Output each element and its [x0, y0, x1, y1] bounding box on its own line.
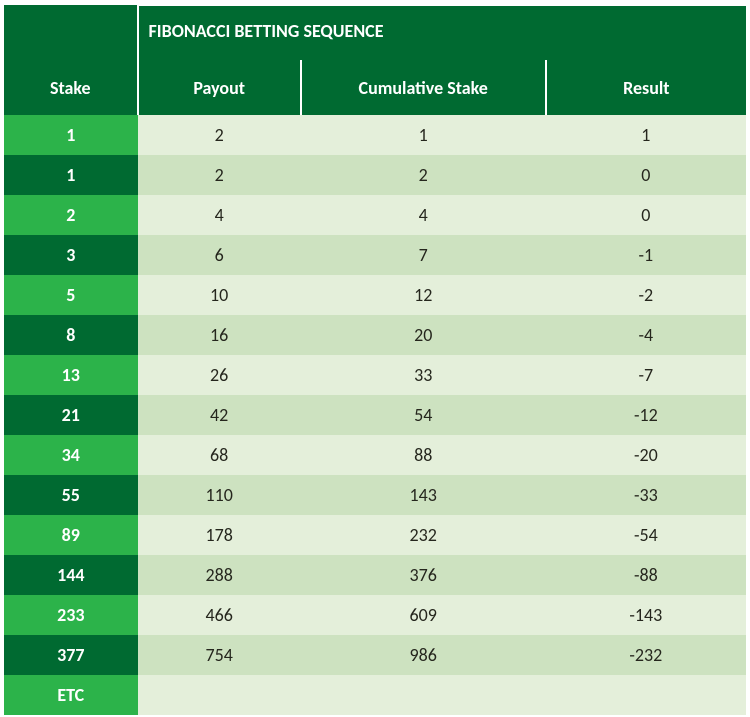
cumulative-cell: 232 — [301, 515, 546, 555]
stake-cell: 233 — [4, 595, 138, 635]
result-cell: 0 — [546, 195, 746, 235]
cumulative-cell: 12 — [301, 275, 546, 315]
table-row: 233466609-143 — [4, 595, 746, 635]
table-row: 55110143-33 — [4, 475, 746, 515]
table-container: FIBONACCI BETTING SEQUENCE Stake Payout … — [0, 0, 750, 717]
table-row: 81620-4 — [4, 315, 746, 355]
col-header-payout: Payout — [138, 60, 301, 115]
table-row: 144288376-88 — [4, 555, 746, 595]
stake-cell: 21 — [4, 395, 138, 435]
cumulative-cell: 2 — [301, 155, 546, 195]
empty-cell — [546, 675, 746, 715]
title-row: FIBONACCI BETTING SEQUENCE — [4, 5, 746, 60]
table-row: 132633-7 — [4, 355, 746, 395]
cumulative-cell: 986 — [301, 635, 546, 675]
table-row: 2440 — [4, 195, 746, 235]
result-cell: 1 — [546, 115, 746, 155]
payout-cell: 110 — [138, 475, 301, 515]
stake-cell: 377 — [4, 635, 138, 675]
result-cell: -143 — [546, 595, 746, 635]
stake-cell: 1 — [4, 155, 138, 195]
stake-cell: 13 — [4, 355, 138, 395]
cumulative-cell: 33 — [301, 355, 546, 395]
title-corner-cell — [4, 5, 138, 60]
cumulative-cell: 376 — [301, 555, 546, 595]
payout-cell: 16 — [138, 315, 301, 355]
result-cell: -232 — [546, 635, 746, 675]
table-row: 1211 — [4, 115, 746, 155]
stake-cell-etc: ETC — [4, 675, 138, 715]
payout-cell: 4 — [138, 195, 301, 235]
table-header: FIBONACCI BETTING SEQUENCE Stake Payout … — [4, 5, 746, 115]
column-header-row: Stake Payout Cumulative Stake Result — [4, 60, 746, 115]
cumulative-cell: 609 — [301, 595, 546, 635]
col-header-stake: Stake — [4, 60, 138, 115]
result-cell: -7 — [546, 355, 746, 395]
payout-cell: 42 — [138, 395, 301, 435]
stake-cell: 5 — [4, 275, 138, 315]
payout-cell: 288 — [138, 555, 301, 595]
payout-cell: 6 — [138, 235, 301, 275]
stake-cell: 34 — [4, 435, 138, 475]
col-header-result: Result — [546, 60, 746, 115]
result-cell: -20 — [546, 435, 746, 475]
result-cell: -33 — [546, 475, 746, 515]
result-cell: -4 — [546, 315, 746, 355]
table-row: 51012-2 — [4, 275, 746, 315]
cumulative-cell: 54 — [301, 395, 546, 435]
table-row-etc: ETC — [4, 675, 746, 715]
payout-cell: 2 — [138, 115, 301, 155]
cumulative-cell: 4 — [301, 195, 546, 235]
table-row: 377754986-232 — [4, 635, 746, 675]
col-header-cumulative: Cumulative Stake — [301, 60, 546, 115]
table-row: 214254-12 — [4, 395, 746, 435]
empty-cell — [301, 675, 546, 715]
stake-cell: 2 — [4, 195, 138, 235]
fibonacci-table: FIBONACCI BETTING SEQUENCE Stake Payout … — [4, 4, 746, 715]
payout-cell: 754 — [138, 635, 301, 675]
payout-cell: 10 — [138, 275, 301, 315]
cumulative-cell: 143 — [301, 475, 546, 515]
result-cell: -1 — [546, 235, 746, 275]
payout-cell: 26 — [138, 355, 301, 395]
table-title: FIBONACCI BETTING SEQUENCE — [138, 5, 746, 60]
table-row: 346888-20 — [4, 435, 746, 475]
payout-cell: 68 — [138, 435, 301, 475]
empty-cell — [138, 675, 301, 715]
payout-cell: 466 — [138, 595, 301, 635]
cumulative-cell: 1 — [301, 115, 546, 155]
result-cell: -12 — [546, 395, 746, 435]
stake-cell: 8 — [4, 315, 138, 355]
cumulative-cell: 7 — [301, 235, 546, 275]
payout-cell: 178 — [138, 515, 301, 555]
stake-cell: 1 — [4, 115, 138, 155]
table-row: 1220 — [4, 155, 746, 195]
result-cell: -54 — [546, 515, 746, 555]
stake-cell: 144 — [4, 555, 138, 595]
table-row: 367-1 — [4, 235, 746, 275]
cumulative-cell: 88 — [301, 435, 546, 475]
stake-cell: 89 — [4, 515, 138, 555]
stake-cell: 55 — [4, 475, 138, 515]
cumulative-cell: 20 — [301, 315, 546, 355]
result-cell: 0 — [546, 155, 746, 195]
stake-cell: 3 — [4, 235, 138, 275]
result-cell: -88 — [546, 555, 746, 595]
result-cell: -2 — [546, 275, 746, 315]
table-row: 89178232-54 — [4, 515, 746, 555]
payout-cell: 2 — [138, 155, 301, 195]
table-body: 121112202440367-151012-281620-4132633-72… — [4, 115, 746, 715]
